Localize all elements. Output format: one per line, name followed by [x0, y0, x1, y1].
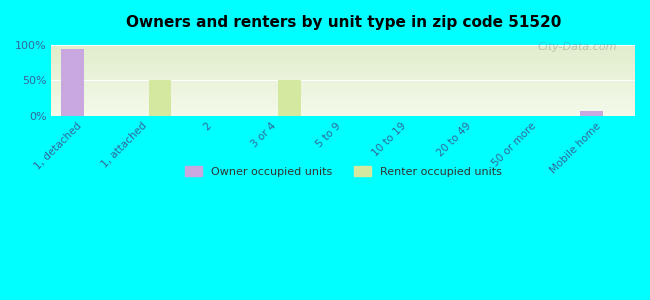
Title: Owners and renters by unit type in zip code 51520: Owners and renters by unit type in zip c… [125, 15, 561, 30]
Text: City-Data.com: City-Data.com [538, 42, 617, 52]
Bar [61, 49, 84, 116]
Bar [580, 111, 603, 116]
Bar [278, 80, 301, 116]
Legend: Owner occupied units, Renter occupied units: Owner occupied units, Renter occupied un… [181, 161, 506, 181]
Bar [149, 80, 172, 116]
